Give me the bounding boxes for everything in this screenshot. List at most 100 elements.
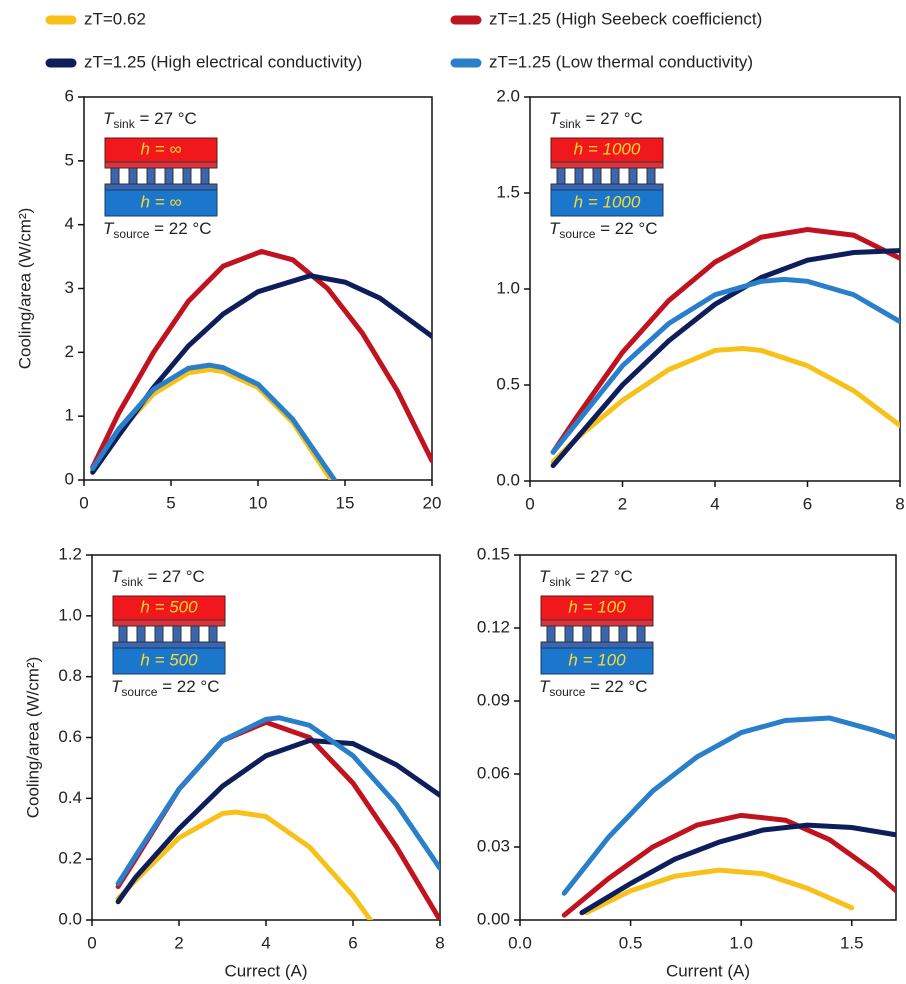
leg bbox=[592, 167, 602, 185]
source-plate bbox=[104, 183, 218, 191]
x-tick-label: 0 bbox=[87, 933, 96, 952]
inset-sub: sink bbox=[113, 117, 135, 131]
inset-rest: = 22 °C bbox=[157, 677, 219, 696]
sink-plate bbox=[112, 619, 226, 627]
inset-sub: sink bbox=[121, 575, 143, 589]
series-line bbox=[115, 738, 440, 905]
series-line bbox=[579, 822, 896, 916]
y-tick-label: 1.2 bbox=[58, 544, 82, 563]
y-axis-label: Cooling/area (W/cm²) bbox=[23, 657, 42, 819]
series-line bbox=[90, 362, 338, 480]
inset-source: Tsource = 22 °C bbox=[103, 219, 212, 241]
leg bbox=[564, 625, 574, 643]
inset-h: h = ∞ bbox=[141, 139, 182, 158]
y-tick-label: 0.2 bbox=[58, 849, 82, 868]
x-tick-label: 4 bbox=[261, 933, 270, 952]
x-axis-label: Currect (A) bbox=[224, 961, 307, 980]
inset-t: T bbox=[539, 677, 551, 696]
y-tick-label: 5 bbox=[65, 150, 74, 169]
y-tick-label: 0.00 bbox=[477, 909, 510, 928]
inset-h: h = 100 bbox=[568, 650, 626, 669]
series-line bbox=[550, 276, 900, 455]
y-tick-label: 0.6 bbox=[58, 727, 82, 746]
leg bbox=[628, 167, 638, 185]
legend-label: zT=1.25 (Low thermal conductivity) bbox=[489, 52, 753, 71]
series-line bbox=[561, 812, 896, 918]
y-tick-label: 0.03 bbox=[477, 836, 510, 855]
inset-rest: = 22 °C bbox=[595, 219, 657, 238]
inset-sub: sink bbox=[559, 117, 581, 131]
x-tick-label: 2 bbox=[618, 494, 627, 513]
leg bbox=[600, 625, 610, 643]
series-line bbox=[90, 248, 432, 470]
inset-sink: Tsink = 27 °C bbox=[549, 109, 643, 131]
leg bbox=[610, 167, 620, 185]
inset-h: h = ∞ bbox=[141, 192, 182, 211]
panel: 0 1 2 3 4 5 6 0 5 10 15 20 Cooling/area (W/cm²) Tsink… bbox=[15, 86, 441, 512]
source-block bbox=[112, 647, 226, 675]
leg bbox=[110, 167, 120, 185]
panel: 0.0 0.2 0.4 0.6 0.8 1.0 1.2 0 2 4 6 8 Cooling/area (… bbox=[23, 544, 444, 980]
sink-plate bbox=[540, 619, 654, 627]
x-tick-label: 8 bbox=[895, 494, 904, 513]
inset-h: h = 500 bbox=[140, 650, 198, 669]
inset-rest: = 27 °C bbox=[571, 567, 633, 586]
y-tick-label: 6 bbox=[65, 86, 74, 105]
leg bbox=[146, 167, 156, 185]
y-tick-label: 1.0 bbox=[58, 605, 82, 624]
inset-t: T bbox=[103, 219, 115, 238]
leg bbox=[118, 625, 128, 643]
x-tick-label: 1.0 bbox=[729, 933, 753, 952]
inset-rest: = 27 °C bbox=[581, 109, 643, 128]
leg bbox=[546, 625, 556, 643]
source-plate bbox=[540, 641, 654, 649]
leg bbox=[190, 625, 200, 643]
inset-rest: = 22 °C bbox=[585, 677, 647, 696]
leg bbox=[556, 167, 566, 185]
inset-sink: Tsink = 27 °C bbox=[103, 109, 197, 131]
leg bbox=[128, 167, 138, 185]
inset-sub: source bbox=[559, 227, 595, 241]
panel: 0.00 0.03 0.06 0.09 0.12 0.15 0.0 0.5 1.0 1.5 Curr… bbox=[477, 544, 897, 980]
inset-sub: source bbox=[113, 227, 149, 241]
leg bbox=[154, 625, 164, 643]
inset-t: T bbox=[111, 677, 123, 696]
inset-rest: = 27 °C bbox=[135, 109, 197, 128]
inset-source: Tsource = 22 °C bbox=[539, 677, 648, 699]
inset-sub: sink bbox=[549, 575, 571, 589]
leg bbox=[574, 167, 584, 185]
y-tick-label: 0.09 bbox=[477, 690, 510, 709]
source-block bbox=[104, 189, 218, 217]
legend-label: zT=0.62 bbox=[84, 9, 146, 28]
inset-h: h = 1000 bbox=[574, 139, 641, 158]
inset-t: T bbox=[111, 567, 123, 586]
leg bbox=[646, 167, 656, 185]
x-tick-label: 10 bbox=[249, 493, 268, 512]
y-tick-label: 1 bbox=[65, 406, 74, 425]
y-tick-label: 0.0 bbox=[58, 909, 82, 928]
legend-label: zT=1.25 (High Seebeck coefficienct) bbox=[489, 9, 762, 28]
y-tick-label: 0.06 bbox=[477, 763, 510, 782]
x-tick-label: 1.5 bbox=[840, 933, 864, 952]
x-tick-label: 20 bbox=[423, 493, 442, 512]
inset-sink: Tsink = 27 °C bbox=[539, 567, 633, 589]
leg bbox=[208, 625, 218, 643]
inset-sub: source bbox=[549, 685, 585, 699]
leg bbox=[136, 625, 146, 643]
leg bbox=[200, 167, 210, 185]
series-line bbox=[550, 346, 900, 465]
x-tick-label: 6 bbox=[348, 933, 357, 952]
legend-label: zT=1.25 (High electrical conductivity) bbox=[84, 52, 362, 71]
y-tick-label: 0.15 bbox=[477, 544, 510, 563]
x-tick-label: 0 bbox=[525, 494, 534, 513]
inset-t: T bbox=[549, 109, 561, 128]
y-tick-label: 4 bbox=[65, 214, 74, 233]
inset-t: T bbox=[103, 109, 115, 128]
y-tick-label: 0 bbox=[65, 469, 74, 488]
x-tick-label: 5 bbox=[166, 493, 175, 512]
y-tick-label: 2 bbox=[65, 342, 74, 361]
leg bbox=[172, 625, 182, 643]
y-tick-label: 3 bbox=[65, 278, 74, 297]
sink-plate bbox=[104, 161, 218, 169]
y-tick-label: 0.0 bbox=[496, 470, 520, 489]
